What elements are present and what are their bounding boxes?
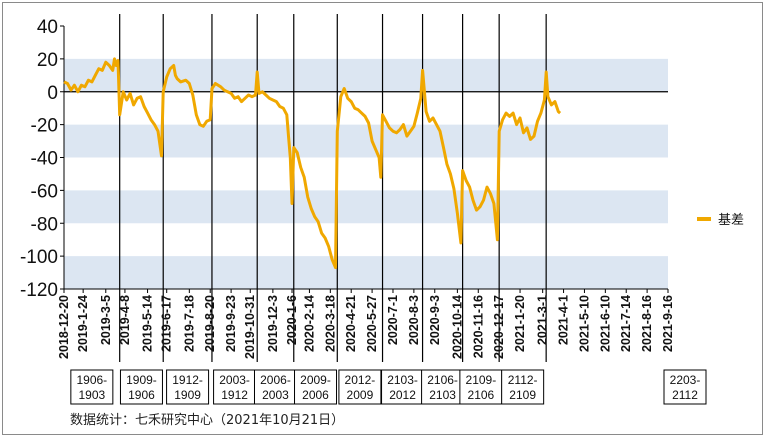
contract-label: 2203- <box>670 373 701 387</box>
x-tick-label: 2019-5-14 <box>141 295 155 352</box>
y-tick-label: -40 <box>31 149 58 170</box>
x-tick-label: 2020-7-1 <box>386 295 400 345</box>
contract-label: 2009 <box>347 388 374 402</box>
contract-label: 1909 <box>174 388 201 402</box>
x-tick-label: 2019-3-5 <box>99 295 113 345</box>
contract-box <box>421 369 465 405</box>
contract-box <box>501 369 545 405</box>
series-group <box>63 57 562 270</box>
y-tick-label: -60 <box>31 181 58 202</box>
contract-label: 2106- <box>427 373 458 387</box>
x-tick-label: 2021-7-14 <box>619 295 633 352</box>
contract-label: 2003- <box>219 373 250 387</box>
contract-label: 2103 <box>429 388 456 402</box>
contract-label: 2109 <box>509 388 536 402</box>
contract-label: 2109- <box>466 373 497 387</box>
x-axis: 2018-12-20 2019-1-24 2019-3-5 2019-4-8 2019-… <box>57 288 675 359</box>
y-tick-label: 20 <box>37 50 58 71</box>
contract-box <box>70 369 114 405</box>
x-tick-label: 2021-9-16 <box>661 295 675 352</box>
x-tick-label: 2021-1-20 <box>513 295 527 352</box>
contract-label: 2006- <box>260 373 291 387</box>
y-tick-label: 40 <box>37 17 58 38</box>
grid-band-1 <box>64 124 668 158</box>
background-bands <box>64 58 668 289</box>
x-tick-label: 2020-2-14 <box>302 295 316 352</box>
x-tick-label: 2021-5-10 <box>577 295 591 352</box>
contract-box <box>253 369 297 405</box>
x-tick-label: 2020-9-3 <box>428 295 442 345</box>
legend: 基差 <box>697 213 744 228</box>
y-tick-label: -20 <box>31 116 58 137</box>
x-tick-label: 2020-10-14 <box>450 295 464 359</box>
contract-box <box>663 369 707 405</box>
contract-box <box>459 369 503 405</box>
x-tick-label: 2020-5-27 <box>365 295 379 352</box>
grid-band-2 <box>64 190 668 224</box>
contract-label: 1906 <box>128 388 155 402</box>
contract-box <box>294 369 338 405</box>
contract-label: 1906- <box>76 373 107 387</box>
y-axis: 40 20 0 -20 -40 -60 -80 -100 -120 <box>20 17 65 301</box>
x-tick-label: 2020-8-3 <box>407 295 421 345</box>
contract-label: 2106 <box>468 388 495 402</box>
y-tick-label: 0 <box>47 83 58 104</box>
x-tick-label: 2019-9-23 <box>224 295 238 352</box>
contract-labels: 1906-1903 1909-1906 1912-1909 2003-1912 2006… <box>70 369 707 405</box>
contract-box <box>119 369 163 405</box>
x-tick-label: 2019-6-17 <box>160 295 174 352</box>
contract-label: 2112- <box>508 373 538 387</box>
x-tick-label: 2019-7-18 <box>182 295 196 352</box>
x-tick-label: 2019-8-20 <box>203 295 217 352</box>
contract-box <box>166 369 210 405</box>
contract-label: 1909- <box>126 373 157 387</box>
x-tick-label: 2020-11-16 <box>471 295 485 358</box>
y-tick-label: -80 <box>31 214 58 235</box>
y-tick-label: -100 <box>20 247 58 268</box>
x-tick-label: 2019-4-8 <box>118 295 132 345</box>
grid-band-3 <box>64 256 668 289</box>
contract-label: 2003 <box>262 388 289 402</box>
x-tick-label: 2019-10-31 <box>243 295 257 359</box>
x-tick-label: 2020-4-21 <box>344 295 358 352</box>
x-tick-label: 2020-3-18 <box>323 295 337 352</box>
x-tick-label: 2020-12-17 <box>492 295 506 359</box>
grid-band-0 <box>64 58 668 92</box>
x-tick-label: 2020-1-6 <box>285 295 299 345</box>
x-tick-label: 2021-4-1 <box>557 295 571 345</box>
contract-label: 1903 <box>78 388 105 402</box>
contract-label: 2112 <box>672 388 698 402</box>
x-tick-label: 2019-1-24 <box>76 295 90 352</box>
contract-label: 2012 <box>389 388 416 402</box>
contract-box <box>338 369 382 405</box>
source-note: 数据统计：七禾研究中心（2021年10月21日） <box>70 413 345 428</box>
legend-label: 基差 <box>718 213 744 228</box>
series-line-0 <box>63 57 562 270</box>
contract-label: 2009- <box>300 373 331 387</box>
x-tick-label: 2021-3-1 <box>536 295 550 345</box>
x-tick-label: 2018-12-20 <box>57 295 71 359</box>
contract-label: 2006 <box>302 388 329 402</box>
contract-box <box>381 369 425 405</box>
y-tick-label: -120 <box>20 280 58 301</box>
x-tick-label: 2021-6-10 <box>598 295 612 352</box>
x-tick-label: 2019-12-3 <box>266 295 280 352</box>
x-tick-label: 2021-8-16 <box>640 295 654 352</box>
contract-label: 2012- <box>345 373 376 387</box>
contract-label: 2103- <box>387 373 418 387</box>
contract-label: 1912 <box>221 388 248 402</box>
contract-label: 1912- <box>172 373 203 387</box>
contract-box <box>213 369 257 405</box>
chart-frame <box>2 2 763 435</box>
